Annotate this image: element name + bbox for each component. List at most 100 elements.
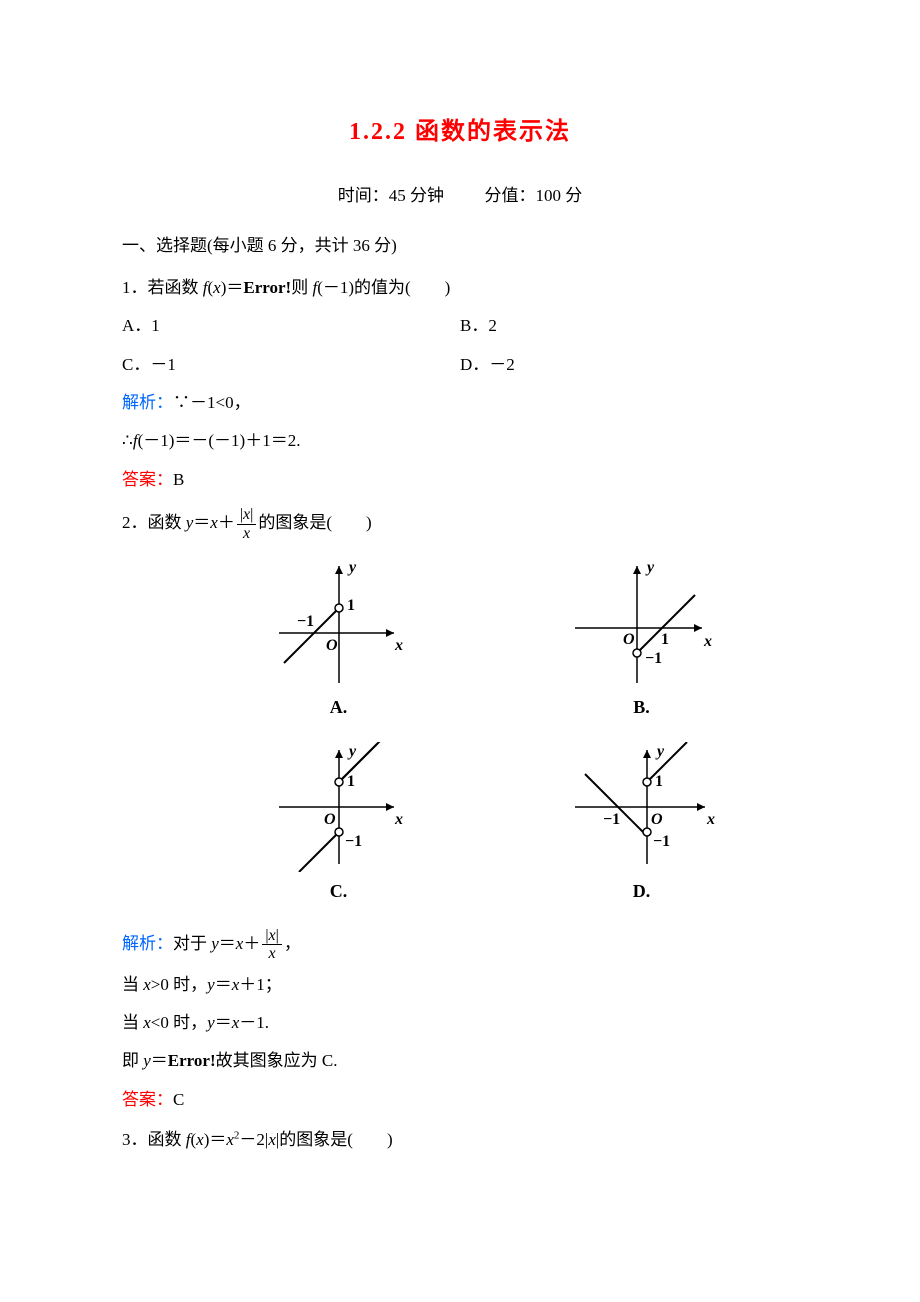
svg-text:−1: −1	[297, 613, 314, 630]
svg-text:x: x	[703, 633, 712, 650]
svg-text:O: O	[324, 811, 336, 828]
figure-B-svg: x y O −1 1	[567, 558, 717, 688]
q2-figure-grid: x y O 1 −1 A. x y O	[242, 558, 738, 908]
explain-label: 解析：	[122, 393, 173, 412]
q1-answer: B	[173, 470, 184, 489]
document-title: 1.2.2 函数的表示法	[122, 110, 798, 156]
svg-text:1: 1	[661, 631, 669, 648]
q2-e2b: >0 时，	[151, 975, 207, 994]
q1-optC: C．－1	[122, 349, 460, 381]
q1-error: Error!	[243, 278, 291, 297]
svg-text:x: x	[394, 637, 403, 654]
q2-explain-line4: 即 y＝Error!故其图象应为 C.	[122, 1045, 798, 1077]
q2-explain-line1: 解析：对于 y＝x＋|x|x，	[122, 927, 798, 963]
q2-e1a: 对于	[173, 934, 211, 953]
svg-text:1: 1	[655, 773, 663, 790]
figure-C: x y O 1 −1 C.	[242, 742, 435, 908]
figure-B-label: B.	[545, 690, 738, 724]
q2-tail: 的图象是( )	[258, 513, 371, 532]
q1-stem-f: 则	[291, 278, 312, 297]
q2-num: 2．	[122, 513, 148, 532]
svg-text:y: y	[655, 743, 665, 760]
svg-text:O: O	[651, 811, 663, 828]
q1-explain-line2: ∴f(－1)＝－(－1)＋1＝2.	[122, 425, 798, 457]
q2-e2y: y	[207, 975, 215, 994]
answer-label: 答案：	[122, 470, 173, 489]
q1-x: x	[213, 278, 221, 297]
q2-frac: |x|x	[237, 506, 257, 542]
q2-e3a: 当	[122, 1013, 143, 1032]
q2-e1tail: ，	[284, 934, 301, 953]
q3-x2: x	[226, 1130, 234, 1149]
q3-e: |的图象是( )	[276, 1130, 393, 1149]
svg-text:O: O	[623, 631, 635, 648]
q2-e1frac: |x|x	[262, 927, 282, 963]
q3-c: )＝	[204, 1130, 227, 1149]
q2-e1plus: ＋	[243, 934, 260, 953]
figure-D-svg: x y O 1 −1 −1	[567, 742, 717, 872]
q2-e1eq: ＝	[219, 934, 236, 953]
q1-e2c: (－1)＝－(－1)＋1＝2.	[138, 431, 301, 450]
q1-e2a: ∴	[122, 431, 133, 450]
q2-e2x: x	[143, 975, 151, 994]
q2-e1-fx: x	[269, 927, 276, 944]
q2-e2c: ＝	[215, 975, 232, 994]
question-3: 3．函数 f(x)＝x2－2|x|的图象是( )	[122, 1124, 798, 1156]
q2-e1-den: x	[262, 945, 282, 963]
q1-explain1: ∵－1<0，	[173, 393, 251, 412]
q1-options-row1: A．1 B．2	[122, 310, 798, 342]
time-label: 时间：45 分钟	[338, 186, 444, 205]
score-label: 分值：100 分	[485, 186, 583, 205]
q1-optB: B．2	[460, 310, 798, 342]
q2-e3y: y	[207, 1013, 215, 1032]
question-1: 1．若函数 f(x)＝Error!则 f(－1)的值为( )	[122, 272, 798, 304]
q2-e4a: 即	[122, 1051, 143, 1070]
question-2: 2．函数 y＝x＋|x|x的图象是( )	[122, 506, 798, 542]
q1-stem-a: 若函数	[148, 278, 203, 297]
svg-text:−1: −1	[345, 833, 362, 850]
figure-C-svg: x y O 1 −1	[269, 742, 409, 872]
q1-optD: D．－2	[460, 349, 798, 381]
q1-options-row2: C．－1 D．－2	[122, 349, 798, 381]
svg-text:−1: −1	[653, 833, 670, 850]
svg-text:1: 1	[347, 773, 355, 790]
q1-stem-h: (－1)的值为( )	[317, 278, 450, 297]
q2-e1y: y	[211, 934, 219, 953]
q2-e3x: x	[143, 1013, 151, 1032]
q2-e2a: 当	[122, 975, 143, 994]
q2-explain-line3: 当 x<0 时，y＝x－1.	[122, 1007, 798, 1039]
svg-text:y: y	[347, 743, 357, 760]
svg-text:−1: −1	[645, 650, 662, 667]
q2-explain-line2: 当 x>0 时，y＝x＋1；	[122, 969, 798, 1001]
figure-A-svg: x y O 1 −1	[269, 558, 409, 688]
q2-stem-a: 函数	[148, 513, 186, 532]
svg-text:y: y	[347, 559, 357, 576]
figure-B: x y O −1 1 B.	[545, 558, 738, 724]
q1-explain-line1: 解析：∵－1<0，	[122, 387, 798, 419]
page: 1.2.2 函数的表示法 时间：45 分钟 分值：100 分 一、选择题(每小题…	[0, 0, 920, 1242]
figure-A: x y O 1 −1 A.	[242, 558, 435, 724]
svg-text:−1: −1	[603, 811, 620, 828]
figure-C-label: C.	[242, 874, 435, 908]
q1-eq: )＝	[221, 278, 244, 297]
q2-eq: ＝	[193, 513, 210, 532]
q2-e3b: <0 时，	[151, 1013, 207, 1032]
svg-text:x: x	[394, 811, 403, 828]
q1-num: 1．	[122, 278, 148, 297]
q2-x: x	[210, 513, 218, 532]
q2-e3c: ＝	[215, 1013, 232, 1032]
answer-label: 答案：	[122, 1090, 173, 1109]
meta-line: 时间：45 分钟 分值：100 分	[122, 180, 798, 212]
explain-label: 解析：	[122, 934, 173, 953]
q2-e4y: y	[143, 1051, 151, 1070]
q3-x3: x	[268, 1130, 276, 1149]
svg-text:y: y	[645, 559, 655, 576]
q1-optA: A．1	[122, 310, 460, 342]
section-1-heading: 一、选择题(每小题 6 分，共计 36 分)	[122, 230, 798, 262]
q2-e4err: Error!	[168, 1051, 216, 1070]
q3-num: 3．	[122, 1130, 148, 1149]
q2-e4b: ＝	[151, 1051, 168, 1070]
svg-text:x: x	[706, 811, 715, 828]
q2-e3d: －1.	[239, 1013, 269, 1032]
q2-e2d: ＋1；	[239, 975, 282, 994]
